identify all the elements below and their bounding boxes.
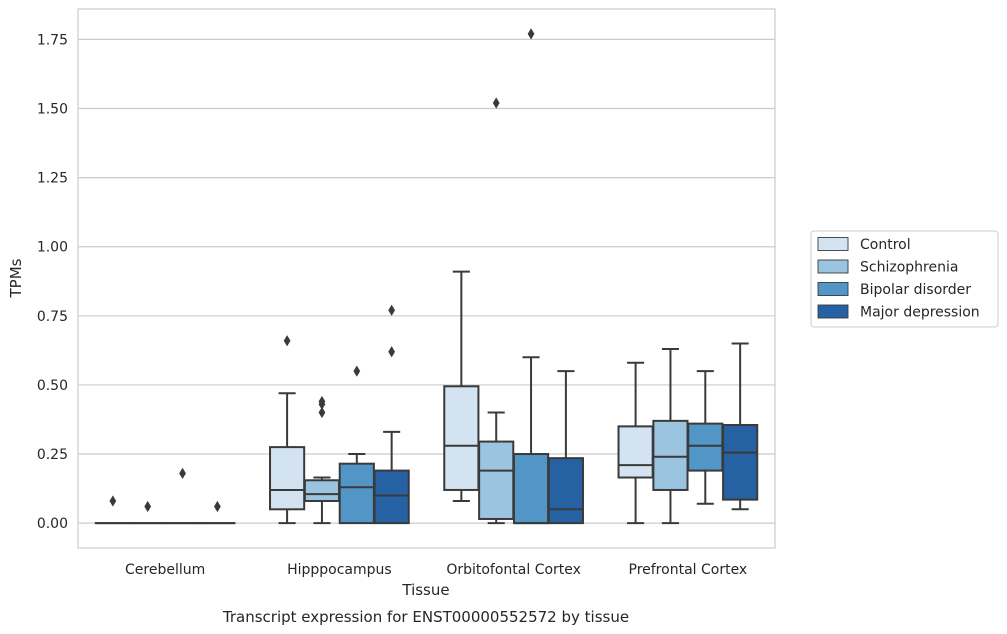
x-axis-ticks: Cerebellum Hipppocampus Orbitofontal Corte… (125, 562, 747, 578)
box-schizophrenia (652, 347, 689, 525)
box-body (722, 423, 759, 501)
box-schizophrenia (129, 500, 166, 525)
box-major-depression (722, 342, 759, 511)
box-body (373, 469, 410, 525)
x-tick-label: Orbitofontal Cortex (446, 562, 581, 578)
y-tick-label: 1.75 (37, 32, 68, 48)
outlier-point (353, 365, 361, 377)
box-bipolar-disorder (687, 370, 724, 505)
x-tick-label: Cerebellum (125, 562, 205, 578)
y-tick-label: 0.50 (37, 378, 68, 394)
legend-swatch (817, 259, 849, 274)
x-tick-label: Hipppocampus (287, 562, 392, 578)
box-bipolar-disorder (338, 365, 375, 525)
legend: Control Schizophrenia Bipolar disorder Majo… (810, 230, 999, 328)
box-body (269, 446, 306, 511)
y-tick-label: 0.00 (37, 516, 68, 532)
legend-item-schizophrenia: Schizophrenia (817, 259, 958, 276)
box-control (443, 270, 480, 503)
chart-caption: Transcript expression for ENST0000055257… (222, 608, 629, 626)
box-body (443, 385, 480, 491)
grid-lines (78, 38, 775, 524)
legend-item-control: Control (817, 237, 911, 253)
box-control (617, 361, 654, 525)
box-major-depression (199, 500, 236, 525)
legend-item-major-depression: Major depression (817, 304, 980, 321)
outlier-point (318, 395, 326, 408)
outlier-point (144, 500, 152, 513)
box-body (303, 479, 341, 503)
y-tick-label: 1.25 (37, 171, 68, 187)
legend-frame (810, 230, 999, 328)
outlier-point (283, 335, 291, 347)
legend-label: Control (860, 237, 911, 253)
legend-swatch (817, 237, 849, 251)
box-bipolar-disorder (164, 467, 201, 525)
box-body (512, 453, 550, 525)
legend-item-bipolar-disorder: Bipolar disorder (817, 282, 971, 298)
box-schizophrenia (303, 395, 341, 525)
y-tick-label: 1.50 (37, 102, 68, 118)
box-body (547, 457, 584, 525)
outlier-point (527, 28, 535, 40)
plot-area-frame (77, 8, 776, 549)
outlier-point (388, 304, 396, 316)
legend-label: Schizophrenia (860, 260, 958, 276)
y-axis-ticks: 0.00 0.25 0.50 0.75 1.00 1.25 1.50 1.75 (37, 32, 68, 532)
legend-label: Bipolar disorder (860, 282, 971, 298)
outlier-point (492, 97, 500, 109)
box-body (478, 440, 515, 520)
y-tick-label: 1.00 (37, 240, 68, 256)
x-axis-label: Tissue (401, 581, 449, 599)
legend-label: Major depression (860, 305, 980, 321)
box-major-depression (373, 304, 410, 525)
box-body (687, 422, 724, 472)
legend-swatch (817, 282, 849, 296)
legend-swatch (817, 304, 849, 319)
box-body (652, 419, 689, 491)
y-tick-label: 0.25 (37, 447, 68, 463)
box-plot-marks (94, 28, 759, 525)
outlier-point (109, 495, 117, 507)
box-control (269, 335, 306, 525)
y-axis-label: TPMs (7, 258, 25, 298)
box-schizophrenia (478, 97, 515, 525)
box-major-depression (547, 370, 584, 525)
outlier-point (214, 500, 221, 513)
box-control (94, 495, 131, 525)
y-tick-label: 0.75 (37, 309, 68, 325)
outlier-point (179, 467, 186, 479)
box-bipolar-disorder (512, 28, 550, 525)
outlier-point (388, 346, 396, 358)
box-body (617, 425, 654, 479)
outlier-point (318, 406, 326, 419)
box-body (338, 462, 375, 525)
x-tick-label: Prefrontal Cortex (629, 562, 748, 578)
